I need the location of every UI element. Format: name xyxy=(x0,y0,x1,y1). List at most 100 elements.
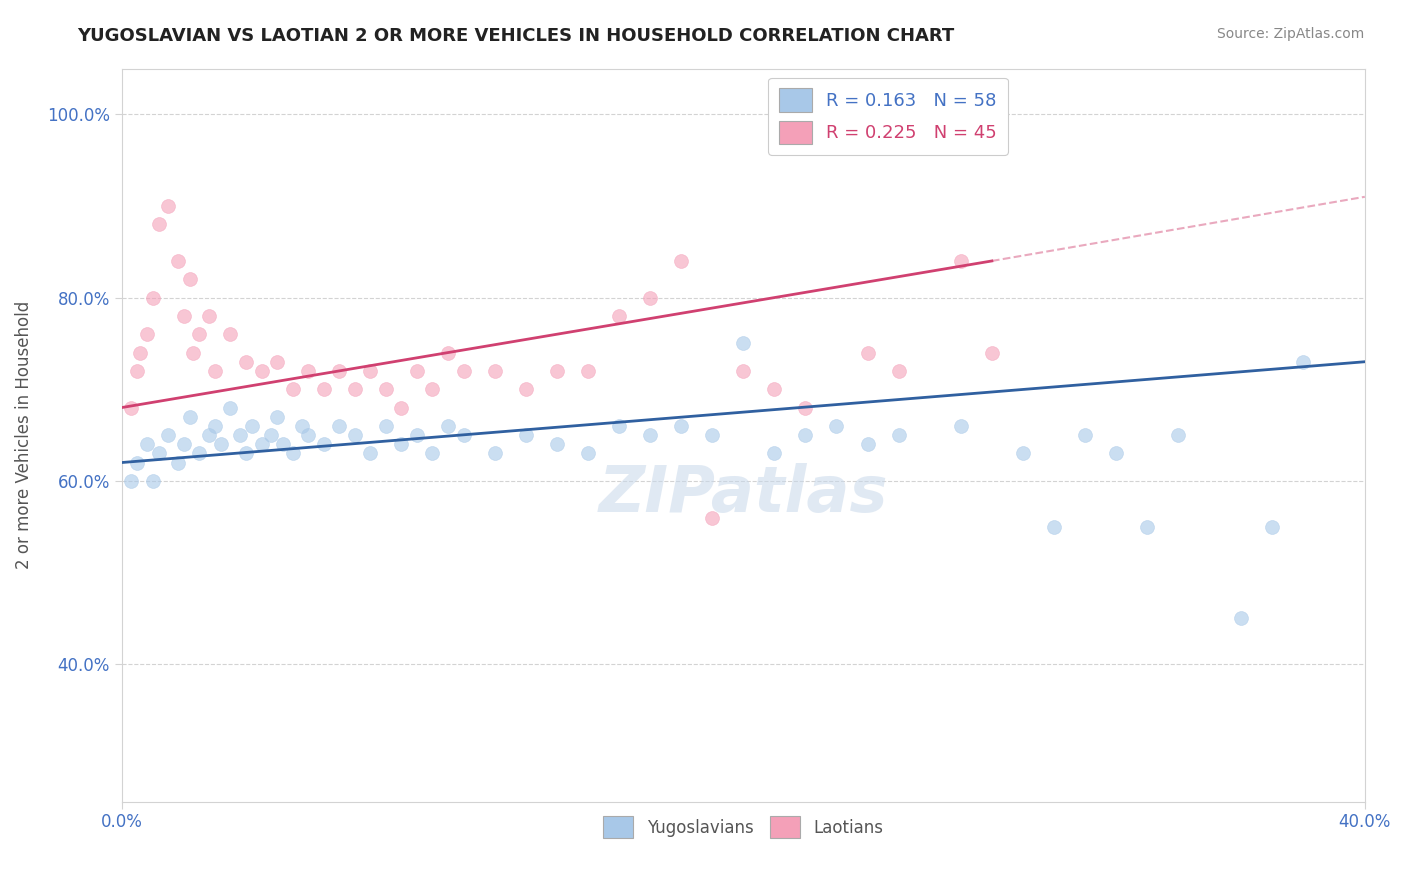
Point xyxy=(297,364,319,378)
Point xyxy=(546,437,568,451)
Point xyxy=(312,437,335,451)
Point xyxy=(702,510,724,524)
Point xyxy=(219,327,242,342)
Point xyxy=(235,355,257,369)
Point xyxy=(1105,446,1128,460)
Point xyxy=(638,291,661,305)
Point xyxy=(406,364,429,378)
Point xyxy=(197,309,219,323)
Point xyxy=(453,364,475,378)
Point xyxy=(702,428,724,442)
Point xyxy=(949,418,972,433)
Point xyxy=(949,254,972,268)
Point xyxy=(297,428,319,442)
Point xyxy=(197,428,219,442)
Point xyxy=(515,382,537,396)
Point xyxy=(312,382,335,396)
Point xyxy=(980,345,1002,359)
Point xyxy=(389,401,412,415)
Point xyxy=(484,364,506,378)
Point xyxy=(546,364,568,378)
Point xyxy=(638,428,661,442)
Point xyxy=(229,428,252,442)
Point xyxy=(484,446,506,460)
Point xyxy=(374,418,396,433)
Point xyxy=(856,437,879,451)
Point xyxy=(173,309,195,323)
Point xyxy=(343,382,366,396)
Point xyxy=(148,446,170,460)
Point xyxy=(328,418,350,433)
Point xyxy=(250,437,273,451)
Point xyxy=(794,401,817,415)
Point xyxy=(576,446,599,460)
Point xyxy=(576,364,599,378)
Point xyxy=(763,382,786,396)
Point xyxy=(343,428,366,442)
Point xyxy=(120,401,142,415)
Point xyxy=(266,355,288,369)
Point xyxy=(1229,611,1251,625)
Point xyxy=(887,428,910,442)
Point xyxy=(1012,446,1035,460)
Point xyxy=(281,446,304,460)
Text: Source: ZipAtlas.com: Source: ZipAtlas.com xyxy=(1216,27,1364,41)
Point xyxy=(607,309,630,323)
Point xyxy=(260,428,283,442)
Point xyxy=(250,364,273,378)
Point xyxy=(142,474,165,488)
Point xyxy=(669,418,692,433)
Point xyxy=(127,364,149,378)
Point xyxy=(204,364,226,378)
Point xyxy=(135,327,157,342)
Point xyxy=(1043,519,1066,533)
Point xyxy=(291,418,314,433)
Point xyxy=(1291,355,1313,369)
Legend: Yugoslavians, Laotians: Yugoslavians, Laotians xyxy=(596,810,890,845)
Point xyxy=(142,291,165,305)
Point xyxy=(166,254,188,268)
Point xyxy=(1260,519,1282,533)
Point xyxy=(856,345,879,359)
Point xyxy=(607,418,630,433)
Point xyxy=(179,409,201,424)
Point xyxy=(359,364,381,378)
Point xyxy=(763,446,786,460)
Point xyxy=(1136,519,1159,533)
Point xyxy=(235,446,257,460)
Point xyxy=(328,364,350,378)
Point xyxy=(1167,428,1189,442)
Point xyxy=(733,336,755,351)
Point xyxy=(406,428,429,442)
Point xyxy=(389,437,412,451)
Point xyxy=(422,382,444,396)
Point xyxy=(271,437,294,451)
Text: YUGOSLAVIAN VS LAOTIAN 2 OR MORE VEHICLES IN HOUSEHOLD CORRELATION CHART: YUGOSLAVIAN VS LAOTIAN 2 OR MORE VEHICLE… xyxy=(77,27,955,45)
Point xyxy=(157,199,180,213)
Point xyxy=(181,345,204,359)
Y-axis label: 2 or more Vehicles in Household: 2 or more Vehicles in Household xyxy=(15,301,32,569)
Point xyxy=(127,456,149,470)
Point xyxy=(733,364,755,378)
Point xyxy=(240,418,263,433)
Point xyxy=(887,364,910,378)
Point xyxy=(374,382,396,396)
Text: ZIPatlas: ZIPatlas xyxy=(599,463,889,524)
Point xyxy=(669,254,692,268)
Point xyxy=(135,437,157,451)
Point xyxy=(209,437,232,451)
Point xyxy=(120,474,142,488)
Point xyxy=(437,345,460,359)
Point xyxy=(173,437,195,451)
Point xyxy=(219,401,242,415)
Point xyxy=(266,409,288,424)
Point xyxy=(281,382,304,396)
Point xyxy=(422,446,444,460)
Point xyxy=(437,418,460,433)
Point xyxy=(515,428,537,442)
Point xyxy=(166,456,188,470)
Point xyxy=(188,446,211,460)
Point xyxy=(453,428,475,442)
Point xyxy=(129,345,152,359)
Point xyxy=(1074,428,1097,442)
